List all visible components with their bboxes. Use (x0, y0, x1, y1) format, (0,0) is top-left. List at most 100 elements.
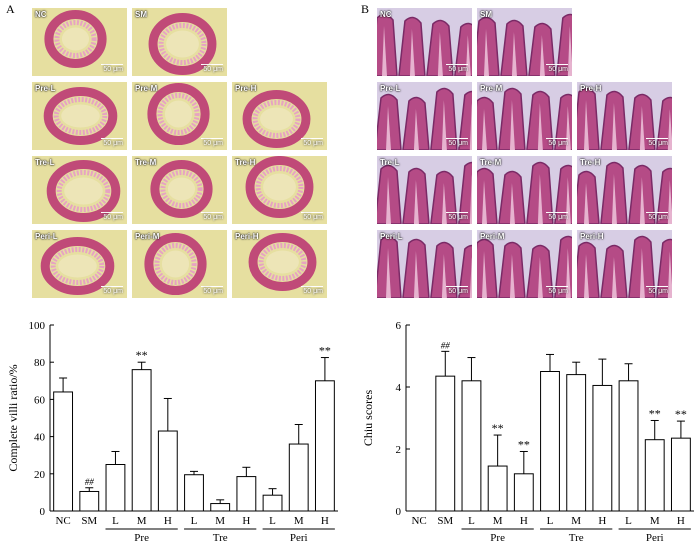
scale-label: 50 μm (303, 214, 323, 221)
a-tile-nc: NC 50 μm (32, 8, 127, 76)
scale-bar (646, 286, 668, 287)
x-tick-label: L (191, 515, 198, 527)
scale-bar (646, 212, 668, 213)
bar (487, 465, 508, 512)
scale-bar (301, 212, 323, 213)
group-label: Peri (290, 532, 308, 544)
scale-label: 50 μm (448, 214, 468, 221)
panel-b-micrograph-grid: NC 50 μm SM 50 μm Pre-L 50 μm Pre-M 50 μm Pre-H 5… (377, 8, 672, 298)
tile-label: NC (35, 10, 47, 19)
bar (288, 443, 309, 512)
b-micrograph-image (477, 156, 572, 224)
scale-label: 50 μm (203, 288, 223, 295)
scale-label: 50 μm (648, 140, 668, 147)
scale-bar (101, 138, 123, 139)
scale-label: 50 μm (448, 66, 468, 73)
tile-label: SM (135, 10, 147, 19)
scale-label: 50 μm (103, 66, 123, 73)
scale-bar (546, 286, 568, 287)
bar (461, 380, 482, 512)
scale-label: 50 μm (203, 140, 223, 147)
b-tile-nc: NC 50 μm (377, 8, 472, 76)
bar (513, 473, 534, 512)
b-micrograph-image (477, 8, 572, 76)
b-tile-tre-m: Tre-M 50 μm (477, 156, 572, 224)
scale-label: 50 μm (648, 214, 668, 221)
scale-bar (446, 286, 468, 287)
x-tick-label: SM (437, 515, 453, 527)
panel-a-letter: A (6, 2, 15, 16)
scale-bar (546, 212, 568, 213)
a-tile-pre-h: Pre-H 50 μm (232, 82, 327, 150)
tile-label: Pre-L (380, 84, 401, 93)
bar (79, 490, 100, 512)
a-micrograph-image (32, 8, 127, 76)
x-tick-label: L (112, 515, 119, 527)
x-tick-label: H (520, 515, 528, 527)
bar (131, 369, 152, 512)
y-tick-label: 2 (396, 444, 402, 456)
tile-label: Tre-L (380, 158, 400, 167)
a-tile-peri-l: Peri-L 50 μm (32, 230, 127, 298)
x-tick-label: M (215, 515, 225, 527)
tile-label: Pre-H (235, 84, 257, 93)
x-tick-label: SM (81, 515, 97, 527)
x-tick-label: M (571, 515, 581, 527)
panel-a-micrograph-grid: NC 50 μm SM 50 μm Pre-L 50 μm Pre-M 50 μm Pre-H 5… (0, 0, 350, 310)
y-tick-label: 80 (34, 357, 46, 369)
significance-mark: ** (649, 406, 661, 420)
tile-label: Pre-L (35, 84, 56, 93)
tile-label: Peri-M (480, 232, 505, 241)
x-tick-label: H (242, 515, 250, 527)
tile-label: Tre-M (480, 158, 502, 167)
tile-label: NC (380, 10, 392, 19)
b-tile-peri-h: Peri-H 50 μm (577, 230, 672, 298)
group-label: Tre (213, 532, 228, 544)
bar (566, 374, 587, 512)
scale-bar (201, 138, 223, 139)
tile-label: Tre-M (135, 158, 157, 167)
bar (618, 380, 639, 512)
y-axis-label: Complete villi ratio/% (6, 364, 20, 471)
tile-label: Tre-L (35, 158, 55, 167)
tile-label: Pre-H (580, 84, 602, 93)
scale-label: 50 μm (448, 288, 468, 295)
b-micrograph-image (577, 82, 672, 150)
a-tile-sm: SM 50 μm (132, 8, 227, 76)
significance-mark: ** (518, 437, 530, 451)
bar (592, 384, 613, 512)
scale-bar (546, 138, 568, 139)
scale-label: 50 μm (648, 288, 668, 295)
group-label: Pre (134, 532, 149, 544)
x-tick-label: M (137, 515, 147, 527)
bar (184, 474, 204, 512)
bar (540, 371, 560, 512)
scale-label: 50 μm (548, 288, 568, 295)
bar (236, 476, 257, 512)
b-tile-pre-h: Pre-H 50 μm (577, 82, 672, 150)
bar (314, 380, 335, 512)
x-tick-label: H (598, 515, 606, 527)
scale-label: 50 μm (548, 140, 568, 147)
a-tile-peri-m: Peri-M 50 μm (132, 230, 227, 298)
scale-label: 50 μm (203, 214, 223, 221)
scale-label: 50 μm (548, 66, 568, 73)
scale-label: 50 μm (103, 288, 123, 295)
bar (670, 437, 691, 512)
y-tick-label: 40 (34, 432, 46, 444)
x-tick-label: M (493, 515, 503, 527)
scale-bar (446, 64, 468, 65)
b-micrograph-image (477, 230, 572, 298)
bar (53, 391, 74, 512)
y-tick-label: 0 (40, 506, 46, 518)
panel-b-letter: B (361, 2, 370, 16)
tile-label: Pre-M (480, 84, 503, 93)
bar (210, 503, 231, 512)
x-tick-label: L (625, 515, 632, 527)
x-tick-label: L (468, 515, 475, 527)
b-tile-pre-m: Pre-M 50 μm (477, 82, 572, 150)
a-tile-tre-m: Tre-M 50 μm (132, 156, 227, 224)
b-micrograph-image (377, 156, 472, 224)
significance-mark: ** (492, 421, 504, 435)
y-tick-label: 0 (396, 506, 402, 518)
